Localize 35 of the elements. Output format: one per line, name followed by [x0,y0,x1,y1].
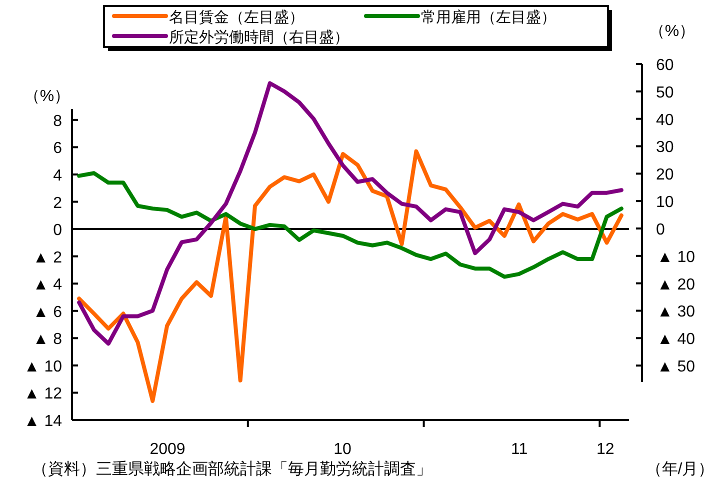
y2-tick-label: 50 [656,84,674,102]
y2-tick-label: 40 [656,112,674,129]
x-axis-title: （年/月） [646,461,714,478]
y2-tick-label: ▲ 30 [657,304,696,321]
y-tick-label: 4 [53,167,62,184]
y-tick-label: ▲ 12 [24,386,62,403]
y-tick-label: ▲ 4 [32,276,62,294]
x-tick-label: 11 [510,441,528,458]
y-tick-label: ▲ 8 [32,331,62,348]
y-tick-label: ▲ 10 [24,358,62,376]
text: （資料）三重県戦略企画部統計課「毎月勤労統計調査」 [32,460,432,478]
y2-tick-label: ▲ 50 [657,358,696,376]
x-tick-label: 10 [334,441,352,458]
y2-tick-label: 30 [656,139,674,156]
x-tick-label: 12 [596,441,614,458]
y-axis-title: （%） [24,88,70,105]
x-tick-label: 2009 [150,441,186,458]
y2-tick-label: 0 [656,221,665,238]
legend-label: 所定外労働時間（右目盛） [169,29,349,46]
y-tick-label: ▲ 14 [24,413,62,430]
legend-label: 常用雇用（左目盛） [421,9,556,26]
y2-tick-label: 20 [656,166,674,184]
y-tick-label: ▲ 2 [32,249,62,266]
y2-tick-label: ▲ 20 [657,276,696,294]
y-tick-label: 8 [53,112,62,130]
y-tick-label: 0 [53,222,62,240]
y2-tick-label: ▲ 10 [657,248,696,266]
y-tick-label: 2 [53,194,62,212]
y2-tick-label: ▲ 40 [657,331,696,348]
legend-label: 名目賃金（左目盛） [169,9,304,26]
y-tick-label: 6 [53,140,62,158]
y-tick-label: ▲ 6 [32,304,62,321]
y2-tick-label: 10 [656,194,674,212]
y2-axis-title: （%） [648,23,696,40]
y2-tick-label: 60 [656,57,674,74]
